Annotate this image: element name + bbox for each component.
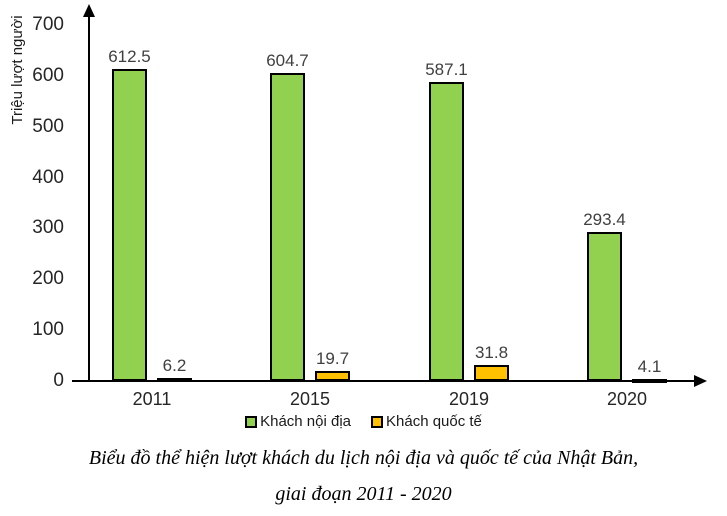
- y-axis-line: [88, 14, 90, 382]
- y-tick-300: 300: [32, 217, 64, 239]
- bar-international-2020: [632, 379, 667, 383]
- legend-swatch-international-icon: [371, 415, 383, 428]
- bar-domestic-2020: [587, 232, 622, 381]
- bar-international-2011: [157, 378, 192, 382]
- legend: Khách nội địa Khách quốc tế: [0, 413, 727, 430]
- bar-value-international-2015: 19.7: [315, 349, 350, 368]
- y-tick-600: 600: [32, 64, 64, 86]
- bar-value-domestic-2015: 604.7: [266, 51, 309, 70]
- y-tick-100: 100: [32, 319, 64, 341]
- bar-domestic-2019: [429, 82, 464, 381]
- bar-international-2015: [315, 371, 350, 381]
- legend-swatch-domestic-icon: [245, 415, 258, 428]
- x-category-2011: 2011: [132, 389, 172, 409]
- caption-line-1: Biểu đồ thể hiện lượt khách du lịch nội …: [88, 447, 639, 469]
- y-axis-arrow-icon: [83, 4, 95, 17]
- x-category-2019: 2019: [448, 389, 490, 409]
- x-axis-line: [72, 380, 694, 382]
- bar-value-domestic-2019: 587.1: [425, 60, 468, 79]
- y-tick-200: 200: [32, 268, 64, 290]
- legend-label-international: Khách quốc tế: [386, 413, 482, 430]
- y-tick-500: 500: [32, 115, 64, 137]
- bar-value-international-2011: 6.2: [162, 356, 187, 375]
- bar-value-international-2019: 31.8: [474, 343, 509, 362]
- bar-international-2019: [474, 365, 509, 381]
- caption-line-2: giai đoạn 2011 - 2020: [275, 483, 452, 505]
- chart-caption: Biểu đồ thể hiện lượt khách du lịch nội …: [0, 447, 727, 506]
- x-axis-arrow-icon: [694, 375, 707, 387]
- bar-value-international-2020: 4.1: [637, 357, 662, 376]
- legend-item-domestic: Khách nội địa: [245, 413, 351, 430]
- x-category-2020: 2020: [606, 389, 648, 409]
- bar-value-domestic-2011: 612.5: [108, 47, 151, 66]
- y-tick-0: 0: [53, 370, 64, 391]
- legend-item-international: Khách quốc tế: [371, 413, 482, 430]
- bar-domestic-2011: [112, 69, 147, 381]
- legend-label-domestic: Khách nội địa: [260, 413, 351, 430]
- x-category-2015: 2015: [289, 389, 331, 409]
- bar-value-domestic-2020: 293.4: [583, 210, 626, 229]
- bar-domestic-2015: [270, 73, 305, 381]
- y-tick-400: 400: [32, 166, 64, 188]
- y-tick-700: 700: [32, 14, 64, 35]
